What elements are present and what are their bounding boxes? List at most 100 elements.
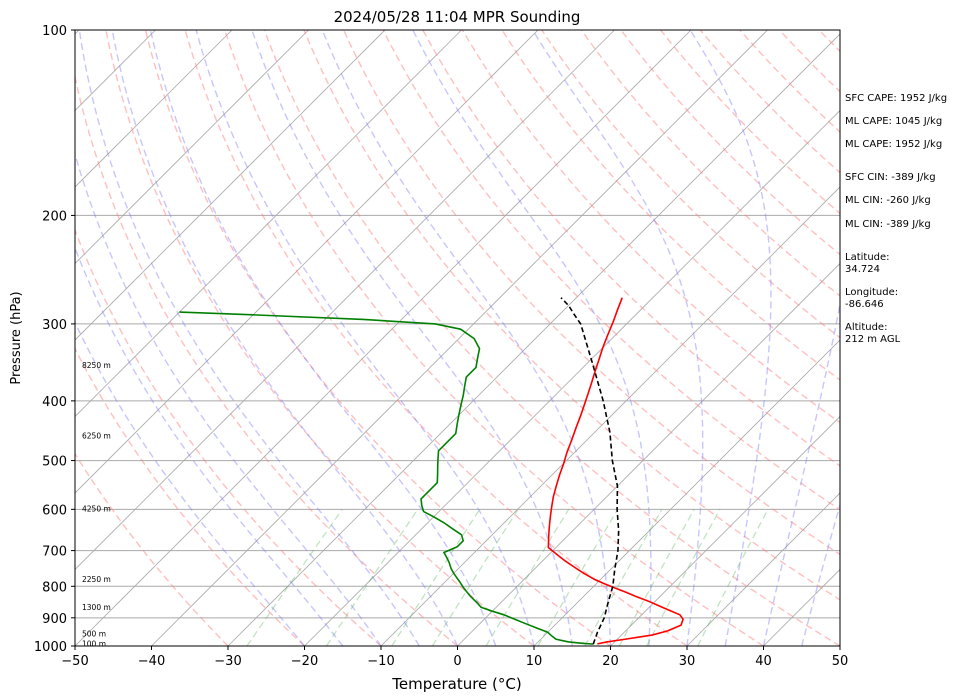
isotherm-line xyxy=(75,30,386,341)
mixing-ratio-line xyxy=(246,508,343,646)
dry-adiabat-line xyxy=(580,30,840,297)
moist-adiabat-line xyxy=(75,320,306,646)
moist-adiabat-line xyxy=(532,30,704,646)
x-tick-label: 10 xyxy=(526,654,543,669)
y-tick-label: 1000 xyxy=(34,640,67,655)
x-tick-label: −10 xyxy=(367,654,394,669)
mixing-ratio-line xyxy=(618,509,695,646)
temperature-profile-line xyxy=(547,297,684,645)
isotherm-line xyxy=(227,33,840,646)
y-tick-label: 800 xyxy=(42,580,67,595)
mixing-ratio-line xyxy=(646,509,721,646)
x-tick-label: 30 xyxy=(679,654,696,669)
dry-adiabat-line xyxy=(699,30,840,174)
dry-adiabat-line xyxy=(75,73,458,646)
isotherm-line xyxy=(610,415,840,646)
isotherm-line xyxy=(75,30,462,418)
x-tick-label: −30 xyxy=(214,654,241,669)
sfc-cin-text: SFC CIN: -389 J/kg xyxy=(845,172,936,183)
longitude-text: Longitude: -86.646 xyxy=(845,287,899,310)
plot-background xyxy=(0,30,840,646)
moist-adiabat-line xyxy=(412,30,652,646)
height-label: 500 m xyxy=(82,630,106,639)
x-axis-label: Temperature (°C) xyxy=(391,675,521,693)
isotherm-line xyxy=(151,30,768,646)
y-tick-label: 300 xyxy=(42,318,67,333)
x-tick-label: 40 xyxy=(755,654,772,669)
isotherm-line xyxy=(75,30,539,494)
moist-adiabat-line xyxy=(75,246,344,646)
moist-adiabat-line xyxy=(762,300,840,646)
isotherm-line xyxy=(380,186,840,646)
isotherm-line xyxy=(533,339,840,646)
chart-title: 2024/05/28 11:04 MPR Sounding xyxy=(334,8,581,26)
moist-adiabat-line xyxy=(801,502,840,646)
isotherm-line xyxy=(457,262,840,646)
moist-adiabat-line xyxy=(75,151,382,646)
dry-adiabat-line xyxy=(342,30,840,556)
ml-cin-text-2: ML CIN: -389 J/kg xyxy=(845,219,931,230)
dry-adiabat-line xyxy=(224,30,764,646)
x-tick-label: 50 xyxy=(832,654,849,669)
mixing-ratio-line xyxy=(391,508,481,646)
y-axis-label: Pressure (hPa) xyxy=(9,291,24,384)
mixing-ratio-line xyxy=(537,509,619,646)
y-tick-label: 500 xyxy=(42,455,67,470)
parcel-path-line xyxy=(560,297,620,645)
dry-adiabat-line xyxy=(382,30,840,511)
ml-cape-text: ML CAPE: 1045 J/kg xyxy=(845,116,943,127)
ml-cin-text: ML CIN: -260 J/kg xyxy=(845,195,931,206)
dry-adiabat-line xyxy=(620,30,840,256)
y-tick-label: 900 xyxy=(42,612,67,627)
isotherm-line xyxy=(75,30,692,646)
dry-adiabat-line xyxy=(105,30,535,646)
dry-adiabat-line xyxy=(303,30,840,601)
moist-adiabat-line xyxy=(195,30,535,646)
dry-adiabat-line xyxy=(75,452,229,646)
isotherm-line xyxy=(686,492,840,646)
height-label: 2250 m xyxy=(82,575,111,584)
dry-adiabat-line xyxy=(184,30,688,646)
y-tick-label: 100 xyxy=(42,24,67,39)
isotherm-line xyxy=(75,30,233,188)
x-tick-label: 20 xyxy=(602,654,619,669)
isotherm-line xyxy=(0,30,3,646)
ml-cape-text-2: ML CAPE: 1952 J/kg xyxy=(845,139,943,150)
isotherm-line xyxy=(75,30,309,265)
dry-adiabat-line xyxy=(75,228,382,646)
moist-adiabat-line xyxy=(78,30,420,646)
mixing-ratio-line xyxy=(325,508,419,646)
height-label: 4250 m xyxy=(82,504,111,513)
dry-adiabat-line xyxy=(144,30,611,646)
mixing-ratio-line xyxy=(485,508,570,646)
plot-series xyxy=(179,297,684,645)
axes: −50 −40 −30 −20 −10 0 10 20 30 40 50 100 200 300 400 50… xyxy=(34,24,848,669)
isotherm-line xyxy=(75,30,615,571)
height-label: 1300 m xyxy=(82,603,111,612)
x-tick-label: −40 xyxy=(138,654,165,669)
y-tick-label: 400 xyxy=(42,395,67,410)
sfc-cape-text: SFC CAPE: 1952 J/kg xyxy=(845,93,948,104)
isotherm-line xyxy=(304,109,840,646)
dewpoint-profile-line xyxy=(179,311,594,645)
moist-adiabat-line xyxy=(251,30,573,646)
dry-adiabat-line xyxy=(660,30,840,215)
x-tick-label: 0 xyxy=(453,654,461,669)
mixing-ratio-line xyxy=(584,509,663,646)
altitude-text: Altitude: 212 m AGL xyxy=(845,322,901,345)
y-tick-label: 700 xyxy=(42,545,67,560)
mixing-ratio-line xyxy=(431,508,519,646)
plot-frame xyxy=(74,29,841,647)
mixing-ratio-line xyxy=(697,509,769,646)
y-tick-label: 600 xyxy=(42,503,67,518)
height-label: 100 m xyxy=(82,639,106,648)
x-tick-label: −20 xyxy=(291,654,318,669)
y-tick-label: 200 xyxy=(42,209,67,224)
x-tick-label: −50 xyxy=(61,654,88,669)
height-label: 6250 m xyxy=(82,431,111,440)
height-label: 8250 m xyxy=(82,361,111,370)
moist-adiabat-line xyxy=(111,30,459,646)
latitude-text: Latitude: 34.724 xyxy=(845,252,890,275)
